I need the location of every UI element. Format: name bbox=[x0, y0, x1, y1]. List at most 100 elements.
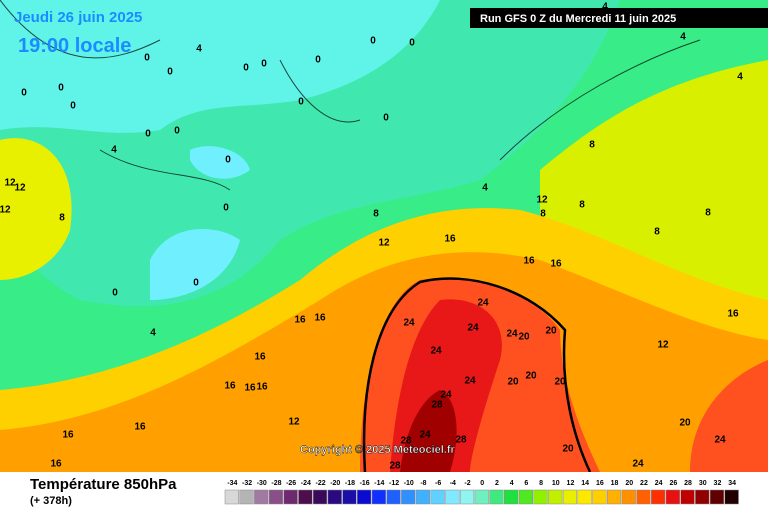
legend-swatch bbox=[474, 489, 489, 505]
legend-swatch bbox=[577, 489, 592, 505]
run-text: Run GFS 0 Z du Mercredi 11 juin 2025 bbox=[480, 13, 676, 25]
legend-swatch bbox=[621, 489, 636, 505]
map-label: 16 bbox=[256, 382, 268, 393]
map-label: 24 bbox=[430, 346, 442, 357]
map-label: 4 bbox=[737, 72, 743, 83]
map-label: 8 bbox=[705, 208, 711, 219]
map-label: 24 bbox=[467, 323, 479, 334]
map-label: 24 bbox=[419, 430, 431, 441]
legend-label: -26 bbox=[286, 480, 296, 487]
map-label: 12 bbox=[14, 183, 26, 194]
legend-label: 22 bbox=[640, 480, 648, 487]
map-label: 28 bbox=[389, 461, 401, 472]
legend-swatch bbox=[312, 489, 328, 505]
map-label: 0 bbox=[70, 101, 76, 112]
legend-swatch bbox=[606, 489, 622, 505]
map-label: 20 bbox=[554, 377, 566, 388]
map-label: 0 bbox=[370, 36, 376, 47]
legend-swatch bbox=[562, 489, 578, 505]
legend-swatch bbox=[401, 489, 416, 505]
map-label: 12 bbox=[657, 340, 669, 351]
legend-swatch bbox=[592, 489, 607, 505]
map-label: 0 bbox=[243, 63, 249, 74]
map-label: 16 bbox=[244, 383, 256, 394]
legend-swatch bbox=[268, 489, 284, 505]
map-label: 0 bbox=[58, 83, 64, 94]
legend-swatch bbox=[504, 489, 519, 505]
map-label: 8 bbox=[373, 209, 379, 220]
map-label: 16 bbox=[62, 430, 74, 441]
map-label: 0 bbox=[315, 55, 321, 66]
map-label: 0 bbox=[112, 288, 118, 299]
map-label: 24 bbox=[477, 298, 489, 309]
map-label: 16 bbox=[294, 315, 306, 326]
map-label: 20 bbox=[679, 418, 691, 429]
map-label: 16 bbox=[254, 352, 266, 363]
legend-swatch bbox=[533, 489, 548, 505]
map-label: 0 bbox=[223, 203, 229, 214]
map-label: 12 bbox=[4, 178, 16, 189]
footer-lead: (+ 378h) bbox=[30, 495, 72, 507]
map-label: 0 bbox=[225, 155, 231, 166]
map-label: 28 bbox=[455, 435, 467, 446]
time-text: 19:00 locale bbox=[18, 35, 131, 57]
legend-swatch bbox=[357, 489, 372, 505]
run-box bbox=[470, 8, 768, 28]
legend-label: 12 bbox=[567, 480, 575, 487]
legend-swatch bbox=[459, 489, 475, 505]
legend-label: -14 bbox=[374, 480, 384, 487]
legend-label: -30 bbox=[257, 480, 267, 487]
legend-swatch bbox=[298, 489, 313, 505]
legend-label: 8 bbox=[539, 480, 543, 487]
legend-label: -10 bbox=[404, 480, 414, 487]
map-label: 20 bbox=[562, 444, 574, 455]
map-label: 0 bbox=[145, 129, 151, 140]
map-label: 16 bbox=[550, 259, 562, 270]
legend-swatch bbox=[548, 489, 563, 505]
legend-swatch bbox=[489, 489, 504, 505]
map-label: 12 bbox=[536, 195, 548, 206]
legend-label: -4 bbox=[450, 480, 456, 487]
map-label: 20 bbox=[525, 371, 537, 382]
legend-label: 18 bbox=[611, 480, 619, 487]
isotherm bbox=[362, 277, 592, 473]
legend-label: 30 bbox=[699, 480, 707, 487]
legend-swatch bbox=[342, 489, 357, 505]
map-label: 16 bbox=[727, 309, 739, 320]
map-label: 28 bbox=[431, 400, 443, 411]
map-label: 24 bbox=[440, 390, 452, 401]
legend-swatch bbox=[283, 489, 298, 505]
legend-swatch bbox=[680, 489, 695, 505]
ice-area bbox=[150, 146, 250, 300]
map-label: 4 bbox=[150, 328, 156, 339]
legend-label: 14 bbox=[581, 480, 589, 487]
map-label: 0 bbox=[167, 67, 173, 78]
map-label: 4 bbox=[680, 32, 686, 43]
mild-area bbox=[0, 138, 72, 280]
map-label: 8 bbox=[654, 227, 660, 238]
map-label: 24 bbox=[403, 318, 415, 329]
date-text: Jeudi 26 juin 2025 bbox=[14, 9, 142, 26]
map-label: 28 bbox=[400, 436, 412, 447]
map-label: 0 bbox=[298, 97, 304, 108]
legend-label: 32 bbox=[714, 480, 722, 487]
legend-label: -2 bbox=[464, 480, 470, 487]
map-label: 16 bbox=[224, 381, 236, 392]
legend-swatch bbox=[254, 489, 269, 505]
legend-label: 26 bbox=[669, 480, 677, 487]
legend-swatch bbox=[665, 489, 680, 505]
map-label: 0 bbox=[193, 278, 199, 289]
legend-swatch bbox=[709, 489, 725, 505]
legend-label: -16 bbox=[360, 480, 370, 487]
map-label: 24 bbox=[714, 435, 726, 446]
map-label: 12 bbox=[288, 417, 300, 428]
legend-label: 20 bbox=[625, 480, 633, 487]
map-label: 8 bbox=[589, 140, 595, 151]
map-label: 20 bbox=[507, 377, 519, 388]
legend-swatch bbox=[327, 489, 342, 505]
legend-label: 10 bbox=[552, 480, 560, 487]
map-label: 4 bbox=[111, 145, 117, 156]
legend-label: -8 bbox=[420, 480, 426, 487]
legend-label: -22 bbox=[315, 480, 325, 487]
